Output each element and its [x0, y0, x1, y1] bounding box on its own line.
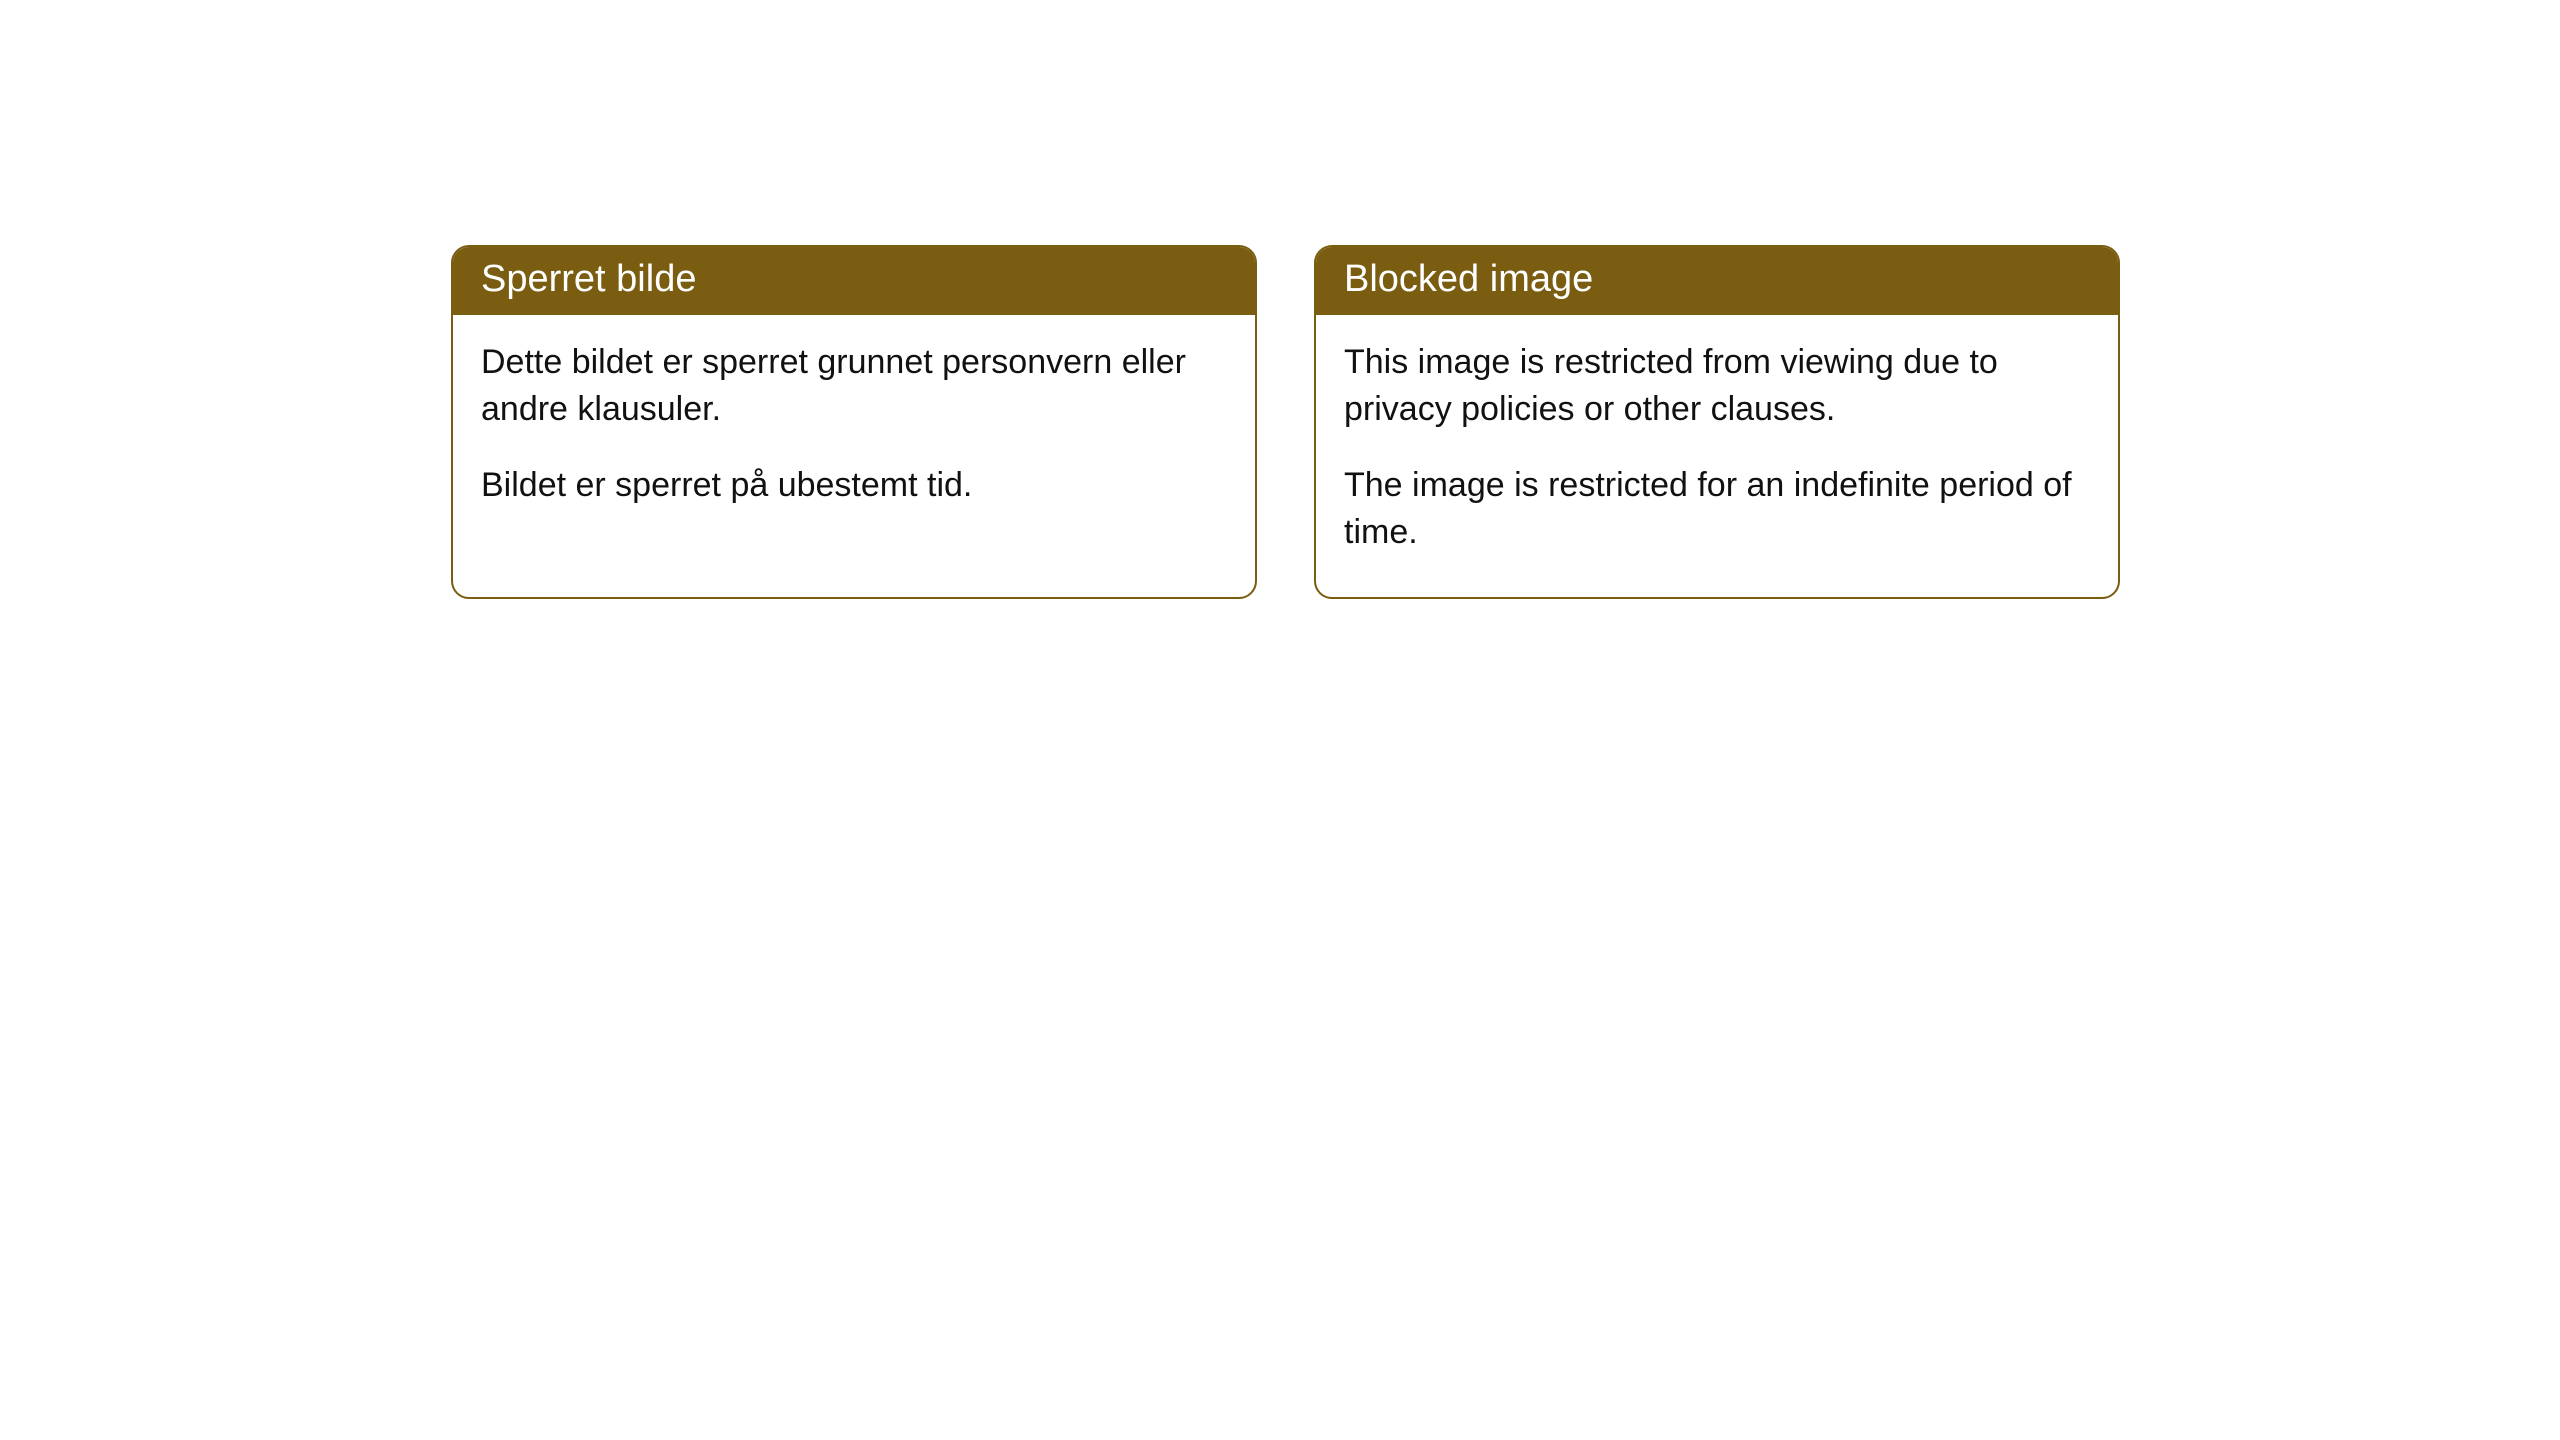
card-body: This image is restricted from viewing du…: [1316, 315, 2118, 597]
card-paragraph: This image is restricted from viewing du…: [1344, 339, 2090, 434]
notice-card-english: Blocked image This image is restricted f…: [1314, 245, 2120, 599]
card-paragraph: Dette bildet er sperret grunnet personve…: [481, 339, 1227, 434]
card-paragraph: Bildet er sperret på ubestemt tid.: [481, 462, 1227, 510]
card-paragraph: The image is restricted for an indefinit…: [1344, 462, 2090, 557]
card-header: Sperret bilde: [453, 247, 1255, 315]
card-header: Blocked image: [1316, 247, 2118, 315]
card-body: Dette bildet er sperret grunnet personve…: [453, 315, 1255, 550]
notice-cards-container: Sperret bilde Dette bildet er sperret gr…: [451, 245, 2120, 599]
notice-card-norwegian: Sperret bilde Dette bildet er sperret gr…: [451, 245, 1257, 599]
